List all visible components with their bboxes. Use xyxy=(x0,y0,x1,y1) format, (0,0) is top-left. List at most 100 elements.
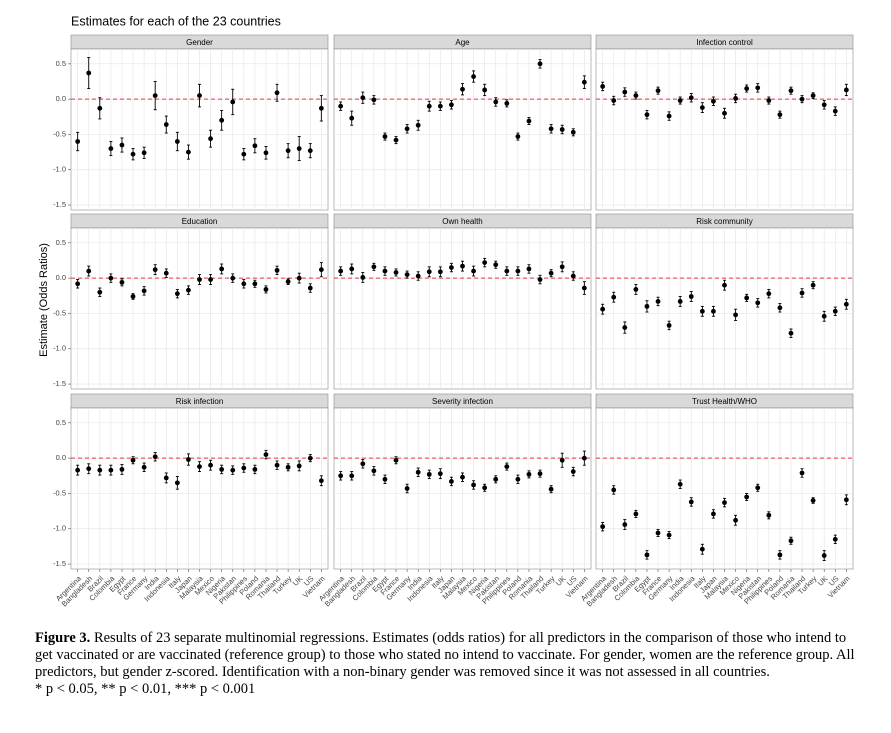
point xyxy=(415,122,421,128)
point xyxy=(241,151,247,157)
point xyxy=(360,95,366,101)
point xyxy=(832,536,838,542)
point xyxy=(821,102,827,108)
point xyxy=(733,517,738,523)
point xyxy=(788,88,794,94)
point xyxy=(633,511,639,517)
point xyxy=(471,482,476,488)
point xyxy=(197,464,202,470)
point xyxy=(711,511,716,517)
y-tick-label: -0.5 xyxy=(53,488,66,497)
point xyxy=(252,281,258,287)
point xyxy=(296,275,302,281)
point xyxy=(788,330,794,336)
point xyxy=(382,134,388,139)
point xyxy=(86,268,92,274)
chart-title: Estimates for each of the 23 countries xyxy=(71,14,281,28)
point xyxy=(318,267,324,273)
point xyxy=(482,87,488,93)
point xyxy=(493,262,499,268)
point xyxy=(296,146,302,151)
point xyxy=(504,268,510,274)
point xyxy=(821,553,827,558)
point xyxy=(677,98,683,103)
point xyxy=(711,308,716,314)
point xyxy=(537,61,543,67)
point xyxy=(766,512,772,518)
point xyxy=(307,455,313,461)
point xyxy=(655,299,661,304)
point xyxy=(622,325,628,330)
point xyxy=(75,139,81,144)
point xyxy=(241,465,247,471)
point xyxy=(274,267,280,273)
y-tick-label: 0.5 xyxy=(56,59,66,68)
point xyxy=(263,287,269,292)
point xyxy=(219,117,225,123)
facet-title: Age xyxy=(455,38,470,47)
point xyxy=(97,467,103,473)
facet-title: Risk community xyxy=(696,217,752,226)
point xyxy=(230,467,236,473)
point xyxy=(655,88,661,94)
point xyxy=(832,108,838,114)
y-tick-label: -1.0 xyxy=(53,165,66,174)
point xyxy=(755,300,761,306)
point xyxy=(677,299,683,304)
point xyxy=(570,129,576,135)
point xyxy=(108,467,114,473)
point xyxy=(755,485,761,491)
point xyxy=(493,99,499,105)
y-tick-label: -1.5 xyxy=(53,559,66,568)
point xyxy=(285,279,291,285)
point xyxy=(285,464,291,470)
point xyxy=(371,97,377,103)
point xyxy=(755,85,761,91)
point xyxy=(208,136,213,142)
point xyxy=(360,461,366,467)
point xyxy=(163,475,169,481)
point xyxy=(548,126,554,132)
point xyxy=(460,474,465,480)
point xyxy=(338,268,344,274)
point xyxy=(711,98,716,104)
y-tick-label: -0.5 xyxy=(53,308,66,317)
point xyxy=(581,455,587,461)
point xyxy=(186,457,191,462)
point xyxy=(382,268,388,274)
y-tick-label: -1.5 xyxy=(53,379,66,388)
point xyxy=(338,473,344,479)
point xyxy=(699,546,705,552)
y-axis-label: Estimate (Odds Ratios) xyxy=(38,243,50,357)
y-tick-label: 0.5 xyxy=(56,418,66,427)
point xyxy=(611,487,617,493)
facet-title: Trust Health/WHO xyxy=(692,397,757,406)
point xyxy=(119,467,125,472)
point xyxy=(186,149,191,155)
facet-title: Infection control xyxy=(696,38,753,47)
point xyxy=(437,471,443,477)
point xyxy=(371,468,377,474)
point xyxy=(843,87,849,93)
point xyxy=(263,452,269,458)
point xyxy=(174,139,180,144)
point xyxy=(744,494,750,500)
point xyxy=(777,112,783,118)
point xyxy=(119,142,125,148)
point xyxy=(633,287,639,292)
facet-title: Risk infection xyxy=(176,397,224,406)
point xyxy=(504,464,510,470)
point xyxy=(600,84,606,89)
point xyxy=(230,99,236,105)
point xyxy=(393,270,399,275)
point xyxy=(263,150,269,156)
point xyxy=(349,266,355,272)
point xyxy=(699,105,705,111)
point xyxy=(371,264,377,270)
point xyxy=(581,285,587,291)
point xyxy=(526,266,532,272)
point xyxy=(766,98,772,103)
point xyxy=(666,532,672,538)
point xyxy=(570,273,576,279)
point xyxy=(404,272,410,278)
